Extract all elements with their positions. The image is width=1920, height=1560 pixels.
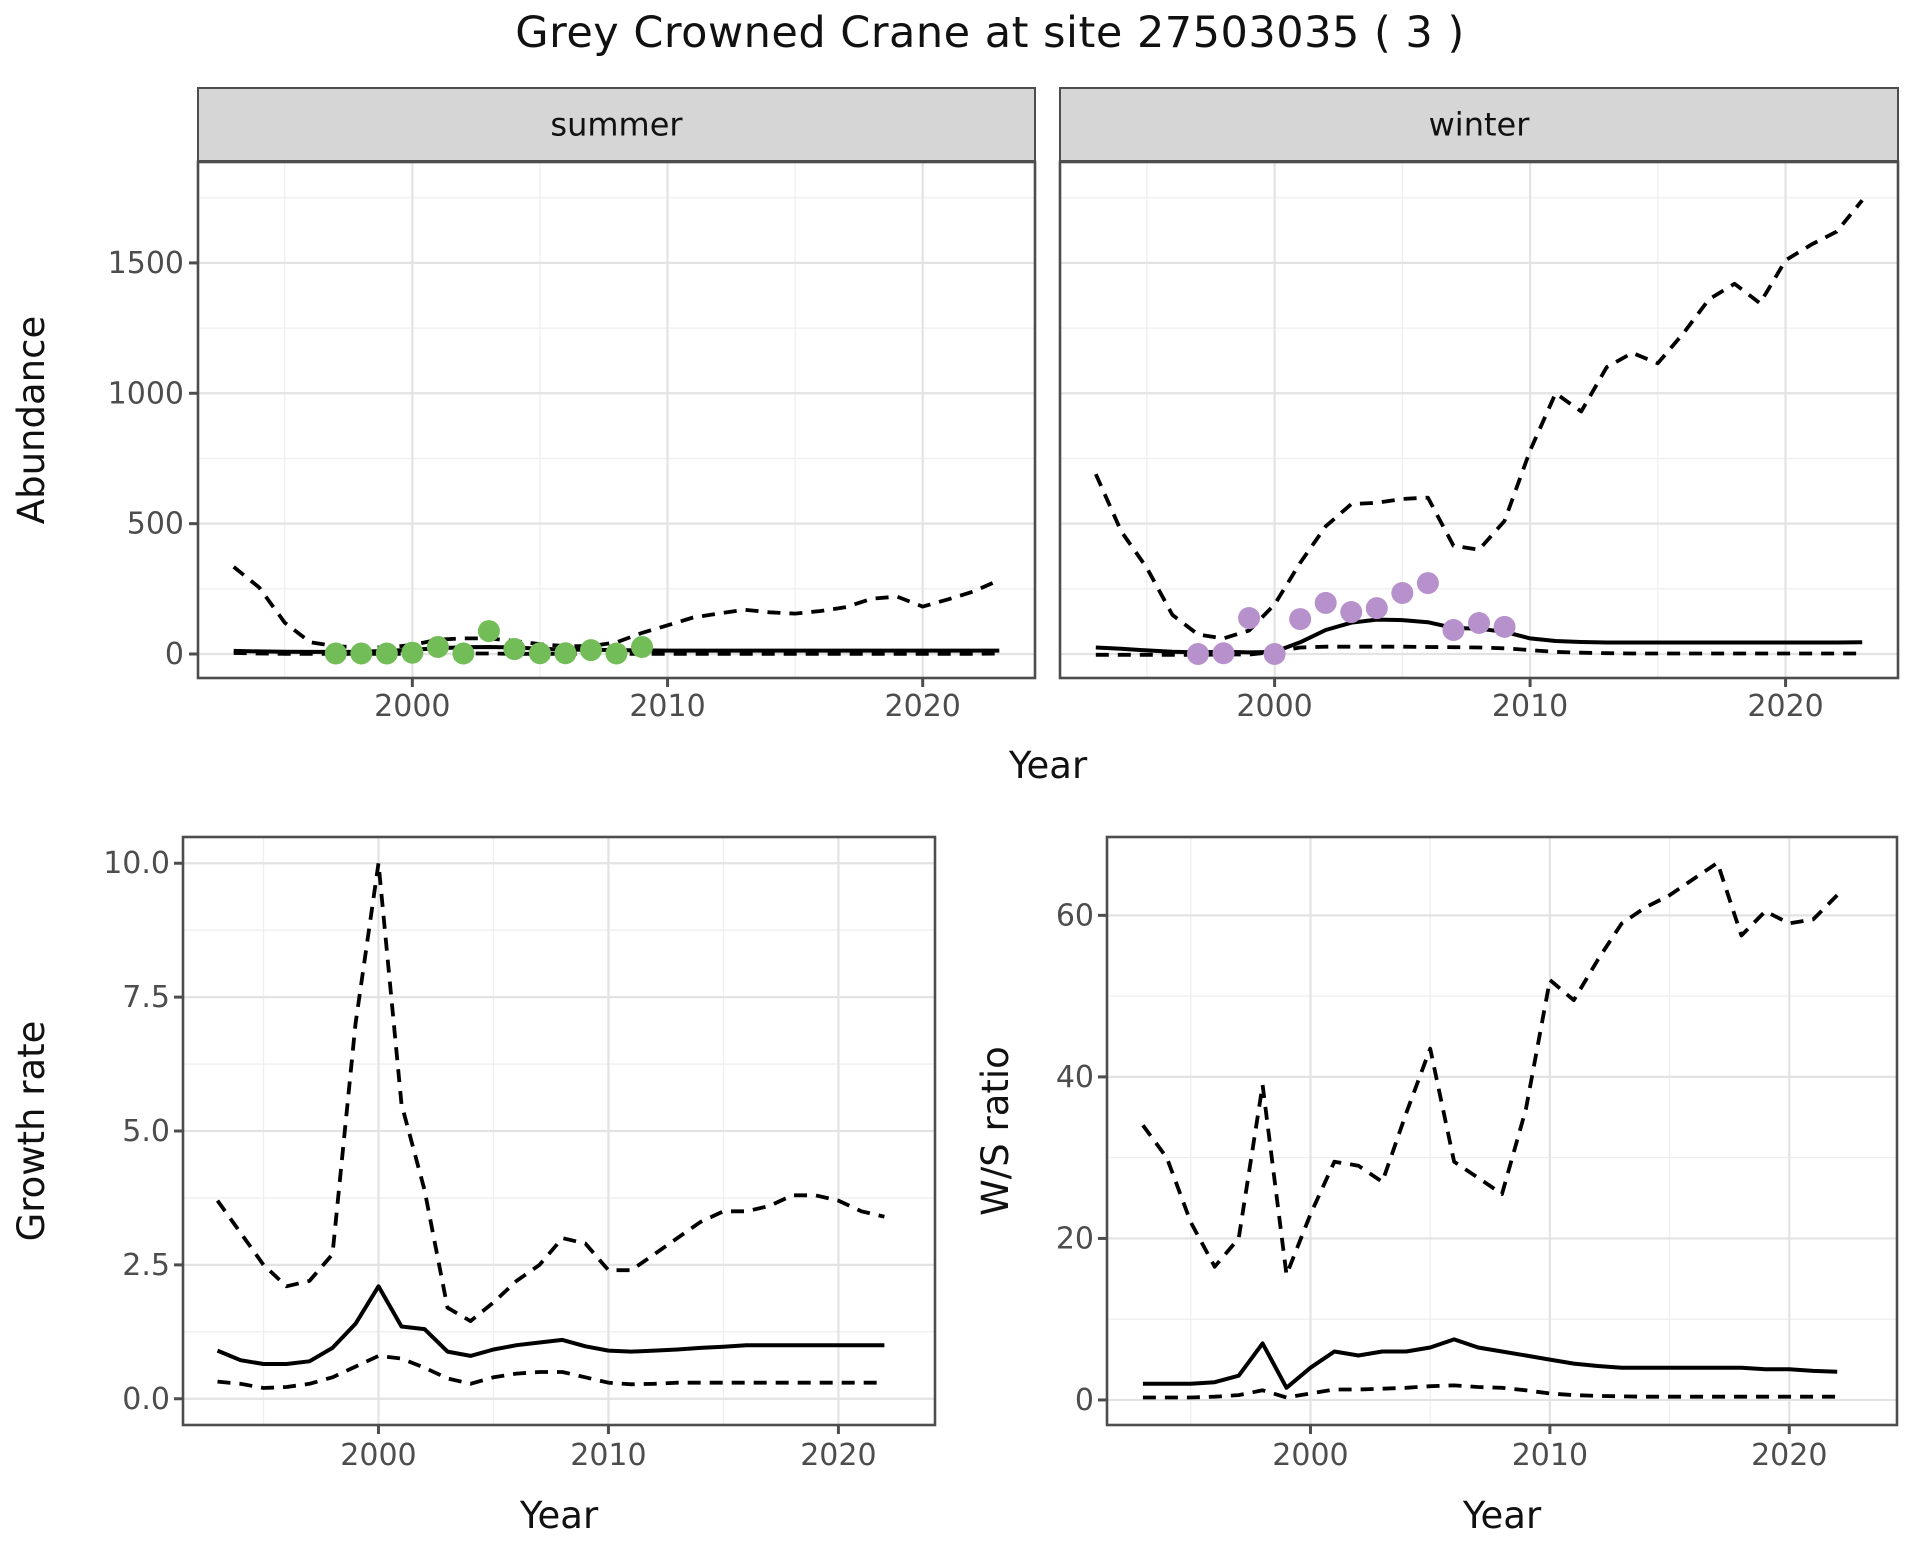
y-tick-label: 5.0 bbox=[122, 1114, 170, 1149]
axis-title-ws-ratio-ylabel: W/S ratio bbox=[974, 1046, 1017, 1216]
figure-title: Grey Crowned Crane at site 27503035 ( 3 … bbox=[515, 8, 1465, 58]
y-tick-label: 1000 bbox=[108, 376, 184, 411]
y-tick-label: 20 bbox=[1056, 1221, 1094, 1256]
axis-title-abundance-summer-ylabel: Abundance bbox=[10, 316, 53, 524]
observed-summer-counts-point bbox=[477, 620, 500, 643]
y-tick-label: 0 bbox=[1075, 1383, 1094, 1418]
panel-abundance-winter: winter 2000 2010 2020 bbox=[1058, 87, 1900, 724]
axis-title-growth-rate-ylabel: Growth rate bbox=[10, 1021, 53, 1242]
observed-winter-counts-point bbox=[1365, 597, 1388, 620]
observed-winter-counts-point bbox=[1391, 581, 1414, 604]
axis-title-ws-ratio-xlabel: Year bbox=[1462, 1494, 1542, 1537]
x-tick-label: 2010 bbox=[570, 1438, 646, 1473]
observed-summer-counts-point bbox=[631, 635, 654, 658]
observed-winter-counts-point bbox=[1289, 608, 1312, 631]
ws-ratio-upper-interval-line bbox=[1141, 860, 1839, 1277]
growth-rate-upper-interval-line bbox=[215, 861, 885, 1323]
y-tick-label: 500 bbox=[127, 507, 184, 542]
observed-summer-counts-point bbox=[324, 642, 347, 665]
panel-bg bbox=[198, 162, 1035, 678]
observed-winter-counts-point bbox=[1186, 643, 1209, 666]
x-tick-label: 2000 bbox=[1272, 1438, 1348, 1473]
panel-ws-ratio: 2000 2010 2020 0 20 40 60 bbox=[1056, 835, 1899, 1473]
x-tick-label: 2010 bbox=[1512, 1438, 1588, 1473]
observed-summer-counts-point bbox=[528, 642, 551, 665]
x-tick-label: 2020 bbox=[1751, 1438, 1827, 1473]
axis-title-abundance-summer-xlabel: Year bbox=[1008, 744, 1088, 787]
panel-bg bbox=[1107, 837, 1897, 1425]
observed-winter-counts-point bbox=[1442, 619, 1465, 642]
abundance-winter-lower-interval-line bbox=[1095, 644, 1863, 657]
axis-title-growth-rate-xlabel: Year bbox=[519, 1494, 599, 1537]
x-tick-label: 2020 bbox=[800, 1438, 876, 1473]
observed-winter-counts-point bbox=[1314, 591, 1337, 614]
x-tick-label: 2000 bbox=[374, 689, 450, 724]
observed-summer-counts-point bbox=[375, 642, 398, 665]
x-tick-label: 2000 bbox=[340, 1438, 416, 1473]
y-tick-label: 0.0 bbox=[122, 1382, 170, 1417]
facet-strip bbox=[197, 87, 1036, 162]
observed-summer-counts-point bbox=[605, 642, 628, 665]
observed-summer-counts-point bbox=[426, 635, 449, 658]
observed-winter-counts-point bbox=[1416, 572, 1439, 595]
x-tick-label: 2010 bbox=[629, 689, 705, 724]
ws-ratio-fitted-median-line bbox=[1142, 1337, 1838, 1390]
observed-summer-counts-point bbox=[350, 642, 373, 665]
x-tick-label: 2010 bbox=[1492, 689, 1568, 724]
y-tick-label: 0 bbox=[165, 637, 184, 672]
y-tick-label: 2.5 bbox=[122, 1248, 170, 1283]
abundance-winter-upper-interval-line bbox=[1094, 199, 1864, 641]
observed-summer-counts-point bbox=[401, 641, 424, 664]
y-tick-label: 40 bbox=[1056, 1060, 1094, 1095]
y-tick-label: 60 bbox=[1056, 898, 1094, 933]
observed-winter-counts-point bbox=[1238, 607, 1261, 630]
observed-summer-counts-point bbox=[452, 642, 475, 665]
facet-strip-label: summer bbox=[550, 106, 683, 144]
observed-winter-counts-point bbox=[1212, 642, 1235, 665]
y-tick-label: 1500 bbox=[108, 246, 184, 281]
observed-summer-counts-point bbox=[503, 638, 526, 661]
x-tick-label: 2020 bbox=[1747, 689, 1823, 724]
observed-winter-counts-point bbox=[1263, 643, 1286, 666]
y-tick-label: 10.0 bbox=[103, 846, 170, 881]
panel-abundance-summer: summer 2000 2010 2020 0 500 1000 1500 bbox=[108, 87, 1037, 724]
x-tick-label: 2000 bbox=[1236, 689, 1312, 724]
observed-winter-counts-point bbox=[1468, 611, 1490, 634]
observed-winter-counts-point bbox=[1493, 615, 1516, 638]
panel-border bbox=[1105, 835, 1899, 1427]
observed-summer-counts-point bbox=[579, 639, 602, 662]
panel-growth-rate: 2000 2010 2020 0.0 2.5 5.0 7.5 10.0 bbox=[103, 835, 937, 1473]
y-tick-label: 7.5 bbox=[122, 980, 170, 1015]
ws-ratio-lower-interval-line bbox=[1142, 1383, 1838, 1400]
facet-strip bbox=[1059, 87, 1899, 162]
x-tick-label: 2020 bbox=[885, 689, 961, 724]
observed-winter-counts-point bbox=[1340, 601, 1363, 624]
facet-strip-label: winter bbox=[1429, 106, 1531, 144]
growth-rate-fitted-median-line bbox=[216, 1284, 885, 1366]
growth-rate-lower-interval-line bbox=[217, 1354, 885, 1390]
panel-bg bbox=[1060, 162, 1898, 678]
observed-summer-counts-point bbox=[554, 642, 577, 665]
